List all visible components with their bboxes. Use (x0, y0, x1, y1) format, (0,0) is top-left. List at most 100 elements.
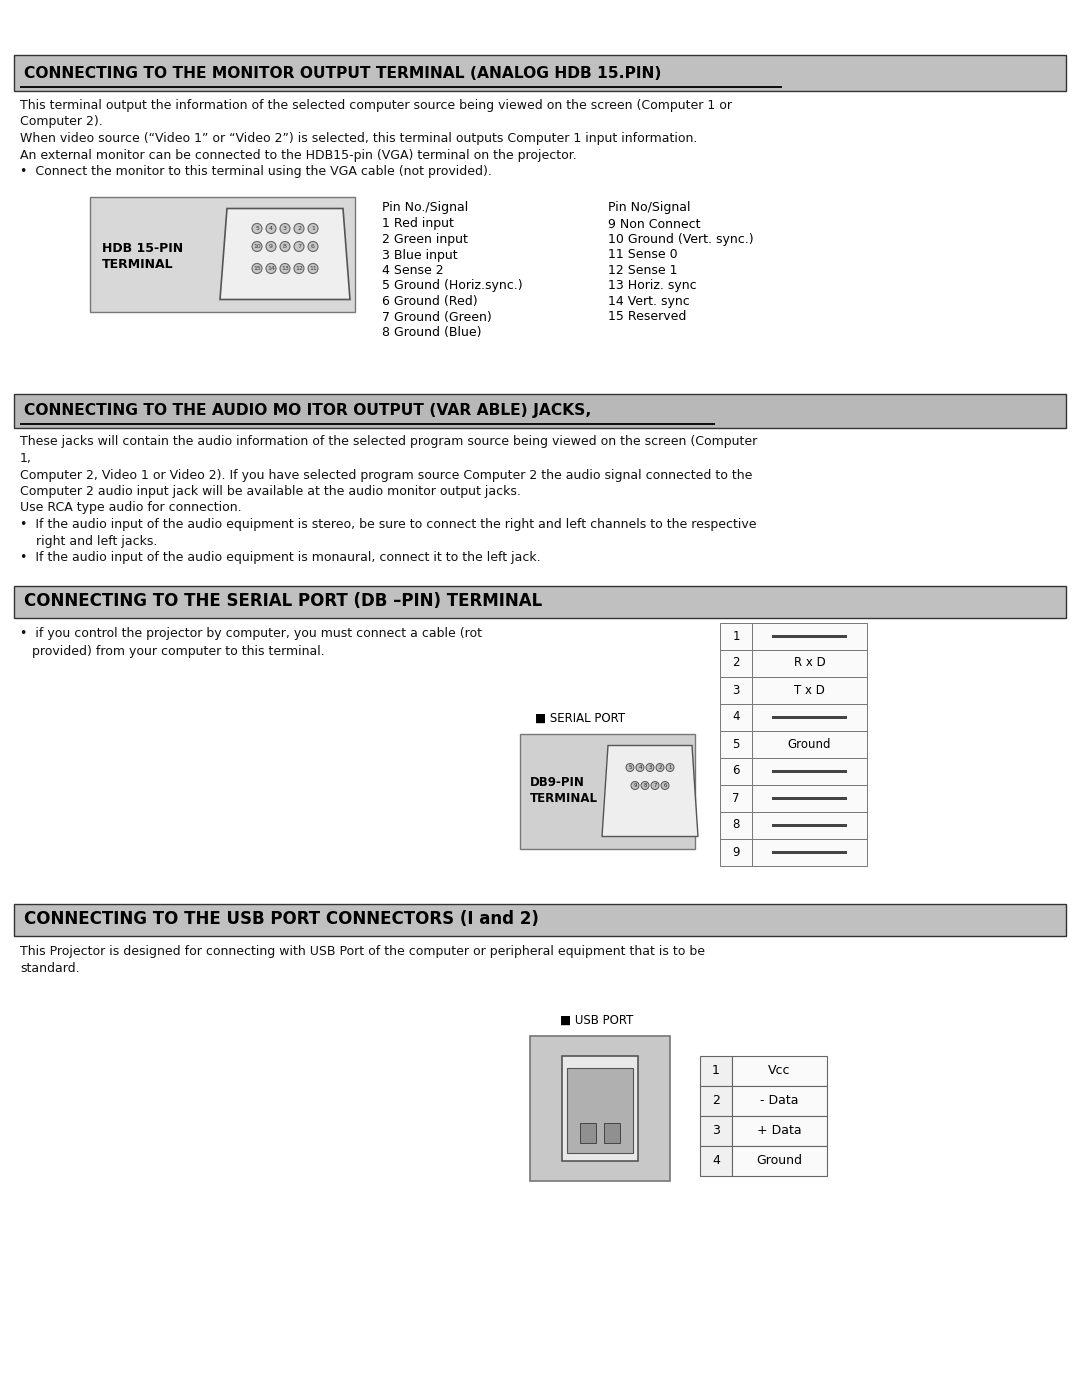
Text: This terminal output the information of the selected computer source being viewe: This terminal output the information of … (21, 99, 732, 112)
Text: - Data: - Data (760, 1094, 799, 1106)
Text: 4 Sense 2: 4 Sense 2 (382, 264, 444, 277)
Ellipse shape (666, 764, 674, 771)
Bar (732, 1115, 827, 1146)
Bar (720, 838, 752, 866)
Text: 7 Ground (Green): 7 Ground (Green) (382, 310, 491, 324)
Bar (752, 650, 867, 676)
Text: 8 Ground (Blue): 8 Ground (Blue) (382, 326, 482, 339)
Bar (720, 623, 752, 650)
Text: 12: 12 (295, 265, 302, 271)
Text: 15 Reserved: 15 Reserved (608, 310, 687, 324)
Ellipse shape (252, 264, 262, 274)
Text: HDB 15-PIN: HDB 15-PIN (102, 242, 184, 254)
Ellipse shape (266, 264, 276, 274)
Text: ■ SERIAL PORT: ■ SERIAL PORT (535, 711, 625, 725)
Text: DB9-PIN: DB9-PIN (530, 777, 585, 789)
Bar (720, 757, 752, 785)
Bar (772, 796, 847, 799)
Bar (604, 1123, 620, 1143)
Text: R x D: R x D (794, 657, 825, 669)
Text: 7: 7 (297, 244, 301, 249)
Text: 2: 2 (659, 766, 662, 770)
Text: 2: 2 (732, 657, 740, 669)
Text: •  If the audio input of the audio equipment is monaural, connect it to the left: • If the audio input of the audio equipm… (21, 550, 541, 564)
Bar (700, 1056, 732, 1085)
Ellipse shape (252, 224, 262, 233)
Bar (14, 585, 1066, 617)
Text: Vcc: Vcc (768, 1065, 791, 1077)
Bar (14, 54, 1066, 91)
Ellipse shape (636, 764, 644, 771)
Text: •  If the audio input of the audio equipment is stereo, be sure to connect the r: • If the audio input of the audio equipm… (21, 518, 756, 531)
Text: Ground: Ground (787, 738, 832, 750)
Text: TERMINAL: TERMINAL (102, 257, 174, 271)
Bar (21, 422, 715, 425)
Text: 4: 4 (712, 1154, 720, 1166)
Text: 4: 4 (638, 766, 642, 770)
Bar (752, 785, 867, 812)
Bar (21, 87, 782, 88)
Text: These jacks will contain the audio information of the selected program source be: These jacks will contain the audio infor… (21, 436, 757, 448)
Text: 4: 4 (269, 226, 273, 231)
Text: Pin No/Signal: Pin No/Signal (608, 201, 690, 215)
Bar (14, 904, 1066, 936)
Bar (519, 733, 696, 848)
Bar (580, 1123, 596, 1143)
Text: 5: 5 (732, 738, 740, 750)
Text: TERMINAL: TERMINAL (530, 792, 598, 806)
Ellipse shape (294, 242, 303, 251)
Ellipse shape (280, 224, 291, 233)
Text: 2: 2 (712, 1094, 720, 1106)
Bar (752, 704, 867, 731)
Text: 1 Red input: 1 Red input (382, 218, 454, 231)
Text: 3: 3 (732, 683, 740, 697)
Ellipse shape (631, 781, 639, 789)
Text: CONNECTING TO THE MONITOR OUTPUT TERMINAL (ANALOG HDB 15.PIN): CONNECTING TO THE MONITOR OUTPUT TERMINA… (24, 66, 661, 81)
Text: 2 Green input: 2 Green input (382, 233, 468, 246)
Bar (720, 731, 752, 757)
Text: 5 Ground (Horiz.sync.): 5 Ground (Horiz.sync.) (382, 279, 523, 292)
Text: •  Connect the monitor to this terminal using the VGA cable (not provided).: • Connect the monitor to this terminal u… (21, 165, 491, 177)
Bar (720, 704, 752, 731)
Bar (772, 823, 847, 827)
Text: 9: 9 (269, 244, 273, 249)
Text: 1,: 1, (21, 453, 32, 465)
Bar (772, 770, 847, 773)
Bar (562, 1056, 638, 1161)
Ellipse shape (266, 224, 276, 233)
Text: 8: 8 (644, 782, 647, 788)
Ellipse shape (642, 781, 649, 789)
Text: 11: 11 (309, 265, 316, 271)
Text: 9: 9 (732, 845, 740, 859)
Text: 9: 9 (633, 782, 637, 788)
Text: Computer 2, Video 1 or Video 2). If you have selected program source Computer 2 : Computer 2, Video 1 or Video 2). If you … (21, 468, 753, 482)
Text: Computer 2 audio input jack will be available at the audio monitor output jacks.: Computer 2 audio input jack will be avai… (21, 485, 521, 497)
Text: 6: 6 (663, 782, 666, 788)
Bar (772, 851, 847, 854)
Bar (720, 812, 752, 838)
Text: 14 Vert. sync: 14 Vert. sync (608, 295, 690, 307)
Bar (732, 1146, 827, 1175)
Text: 9 Non Connect: 9 Non Connect (608, 218, 701, 231)
Ellipse shape (651, 781, 659, 789)
Text: 10 Ground (Vert. sync.): 10 Ground (Vert. sync.) (608, 233, 754, 246)
Bar (90, 197, 355, 312)
Bar (732, 1085, 827, 1115)
Text: 1: 1 (712, 1065, 720, 1077)
Ellipse shape (308, 264, 318, 274)
Text: 6: 6 (732, 764, 740, 778)
Text: An external monitor can be connected to the HDB15-pin (VGA) terminal on the proj: An external monitor can be connected to … (21, 148, 577, 162)
Text: 6: 6 (311, 244, 315, 249)
Bar (700, 1115, 732, 1146)
Text: T x D: T x D (794, 683, 825, 697)
Bar (732, 1056, 827, 1085)
Bar (772, 715, 847, 718)
Bar (752, 812, 867, 838)
Text: standard.: standard. (21, 963, 80, 975)
Text: 14: 14 (267, 265, 275, 271)
Text: Pin No./Signal: Pin No./Signal (382, 201, 469, 215)
Text: CONNECTING TO THE USB PORT CONNECTORS (I and 2): CONNECTING TO THE USB PORT CONNECTORS (I… (24, 911, 539, 929)
Text: 13: 13 (281, 265, 289, 271)
Bar (700, 1146, 732, 1175)
Ellipse shape (308, 242, 318, 251)
